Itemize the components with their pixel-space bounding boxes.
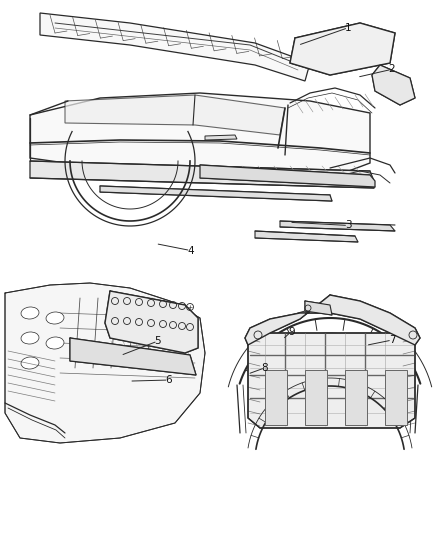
Polygon shape	[245, 295, 420, 345]
FancyBboxPatch shape	[305, 370, 327, 425]
Polygon shape	[280, 221, 395, 231]
Text: 2: 2	[389, 64, 396, 74]
Text: 3: 3	[345, 221, 352, 230]
Text: 4: 4	[187, 246, 194, 255]
Polygon shape	[248, 333, 415, 428]
Ellipse shape	[21, 332, 39, 344]
Polygon shape	[40, 13, 310, 81]
Polygon shape	[70, 338, 196, 375]
Polygon shape	[65, 95, 285, 135]
Ellipse shape	[21, 307, 39, 319]
Text: 1: 1	[345, 23, 352, 33]
Ellipse shape	[21, 357, 39, 369]
Text: 5: 5	[154, 336, 161, 346]
Polygon shape	[205, 135, 237, 140]
Text: 7: 7	[389, 335, 396, 345]
FancyBboxPatch shape	[385, 370, 407, 425]
FancyBboxPatch shape	[265, 370, 287, 425]
Polygon shape	[372, 65, 415, 105]
Ellipse shape	[46, 337, 64, 349]
Ellipse shape	[46, 312, 64, 324]
Text: 9: 9	[288, 327, 295, 336]
Text: 8: 8	[261, 363, 268, 373]
Polygon shape	[5, 283, 205, 443]
Polygon shape	[100, 186, 332, 201]
Polygon shape	[105, 291, 198, 353]
Polygon shape	[30, 93, 370, 178]
FancyBboxPatch shape	[345, 370, 367, 425]
Polygon shape	[290, 23, 395, 75]
Polygon shape	[30, 161, 374, 188]
Polygon shape	[255, 231, 358, 242]
Polygon shape	[305, 301, 332, 315]
Polygon shape	[200, 165, 375, 187]
Text: 6: 6	[165, 375, 172, 385]
